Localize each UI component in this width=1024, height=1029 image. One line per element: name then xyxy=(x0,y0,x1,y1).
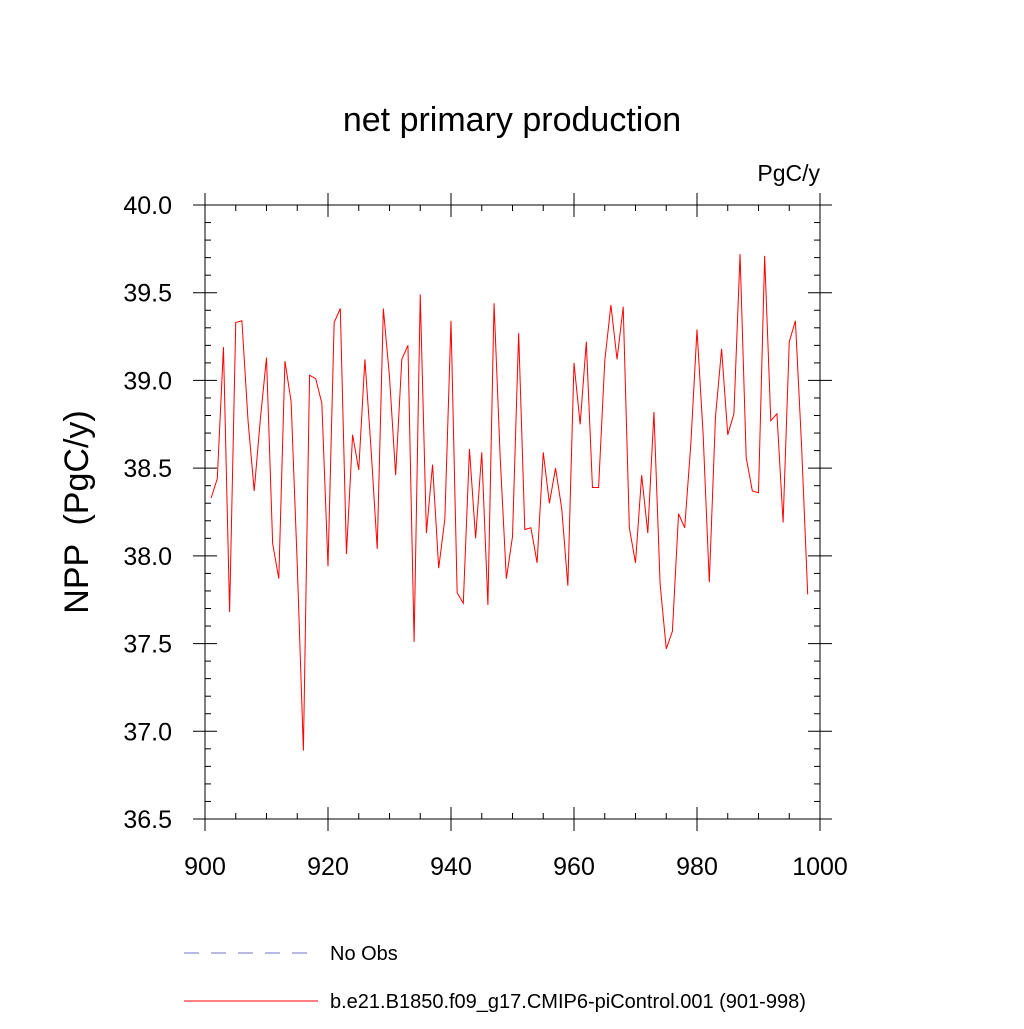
chart-title: net primary production xyxy=(343,101,681,139)
x-tick-label: 1000 xyxy=(792,853,848,881)
y-tick-label: 39.0 xyxy=(123,367,172,395)
x-tick-label: 960 xyxy=(553,853,595,881)
x-tick-label: 900 xyxy=(184,853,226,881)
y-tick-label: 39.5 xyxy=(123,280,172,308)
axis-ticks xyxy=(193,193,832,831)
x-tick-label: 920 xyxy=(307,853,349,881)
y-tick-label: 36.5 xyxy=(123,806,172,834)
series-layer xyxy=(210,254,809,751)
x-tick-label: 940 xyxy=(430,853,472,881)
x-tick-label: 980 xyxy=(676,853,718,881)
y-tick-label: 37.5 xyxy=(123,631,172,659)
y-tick-label: 37.0 xyxy=(123,718,172,746)
units-label: PgC/y xyxy=(757,160,820,186)
y-tick-label: 38.0 xyxy=(123,543,172,571)
y-axis-label: NPP (PgC/y) xyxy=(58,410,96,613)
y-tick-label: 38.5 xyxy=(123,455,172,483)
legend-model-label: b.e21.B1850.f09_g17.CMIP6-piControl.001 … xyxy=(330,991,806,1013)
y-tick-label: 40.0 xyxy=(123,192,172,220)
legend-obs-label: No Obs xyxy=(330,943,398,965)
legend: No Obs b.e21.B1850.f09_g17.CMIP6-piContr… xyxy=(184,943,806,1013)
plot-frame xyxy=(204,204,821,820)
axis-tick-labels: 36.5 37.0 37.5 38.0 38.5 39.0 39.5 40.0 900 920 94… xyxy=(123,192,847,881)
series-line-npp xyxy=(210,254,809,751)
